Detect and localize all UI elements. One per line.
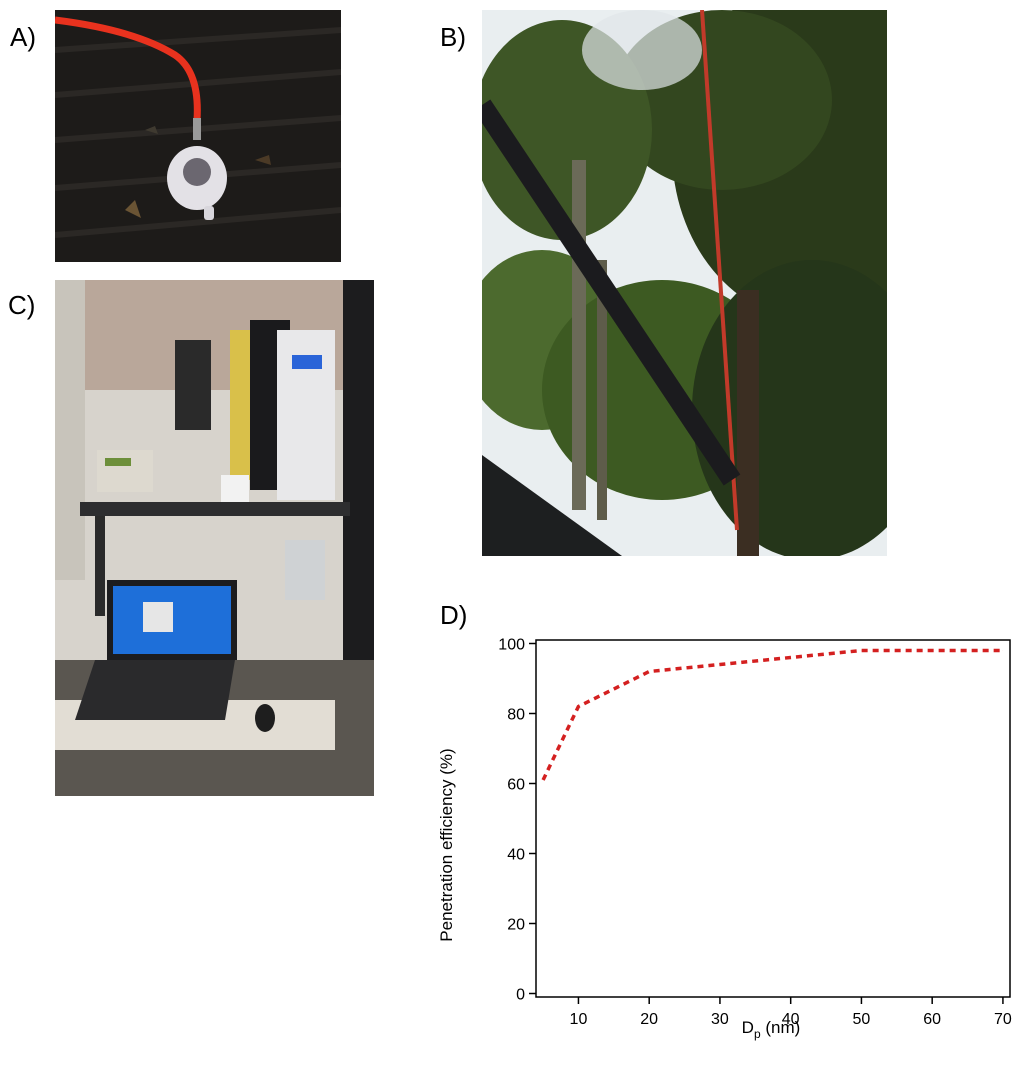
- plot-frame: [535, 639, 1011, 998]
- x-axis-title-main: D: [742, 1018, 754, 1037]
- y-axis-title: Penetration efficiency (%): [437, 748, 456, 941]
- forest-canopy-inlet-photo-icon: [482, 10, 887, 556]
- photo-b-forest-canopy: [482, 10, 887, 556]
- x-tick-label: 30: [711, 1011, 729, 1028]
- y-tick-label: 40: [507, 847, 525, 864]
- x-tick-label: 10: [570, 1011, 588, 1028]
- penetration-efficiency-chart: 0 20 40 60 80 100 10 20 30 40 50 60 70 Penetration e…: [437, 637, 1012, 1042]
- x-axis-title: Dp (nm): [742, 1018, 801, 1041]
- series-line-penetration-efficiency: [541, 648, 1003, 781]
- y-tick-label: 0: [516, 987, 525, 1004]
- x-tick-label: 20: [640, 1011, 658, 1028]
- panel-label-d: D): [440, 600, 468, 630]
- x-axis-title-unit: (nm): [761, 1018, 801, 1037]
- panel-label-b: B): [440, 22, 466, 52]
- y-tick-label: 100: [498, 637, 525, 654]
- x-tick-label: 50: [853, 1011, 871, 1028]
- panel-label-c: C): [8, 290, 36, 320]
- x-tick-label: 70: [994, 1011, 1012, 1028]
- y-tick-label: 60: [507, 777, 525, 794]
- x-tick-label: 60: [923, 1011, 941, 1028]
- photo-a-funnel-inlet: [55, 10, 341, 262]
- instrument-bench-photo-icon: [55, 280, 374, 796]
- x-axis-title-sub: p: [754, 1027, 761, 1041]
- x-tick-label: 40: [782, 1011, 800, 1028]
- y-tick-label: 20: [507, 917, 525, 934]
- panel-label-a: A): [10, 22, 36, 52]
- funnel-inlet-photo-icon: [55, 10, 341, 262]
- photo-c-instrument-bench: [55, 280, 374, 796]
- y-tick-label: 80: [507, 707, 525, 724]
